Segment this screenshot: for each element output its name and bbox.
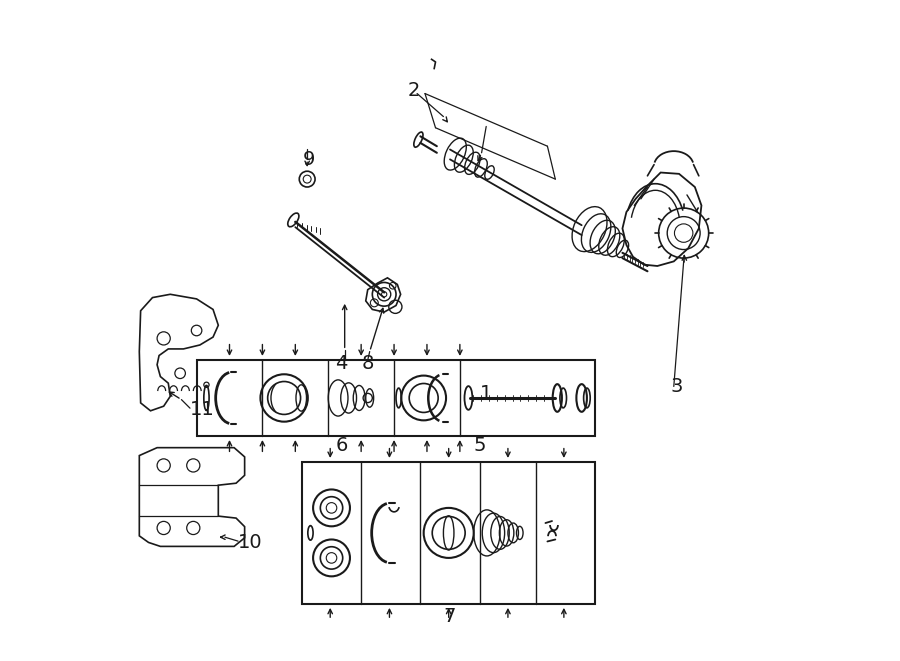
Text: 11: 11 (190, 400, 215, 419)
Text: 6: 6 (335, 436, 347, 455)
Text: 9: 9 (302, 150, 315, 169)
Bar (302, 462, 595, 603)
Text: 1: 1 (480, 383, 492, 403)
Text: 8: 8 (362, 354, 374, 373)
Text: 4: 4 (335, 354, 347, 373)
Text: 5: 5 (473, 436, 486, 455)
Text: 10: 10 (238, 533, 263, 552)
Text: 3: 3 (670, 377, 683, 396)
Text: 7: 7 (444, 607, 456, 627)
Bar (196, 360, 595, 436)
Text: 2: 2 (408, 81, 420, 100)
